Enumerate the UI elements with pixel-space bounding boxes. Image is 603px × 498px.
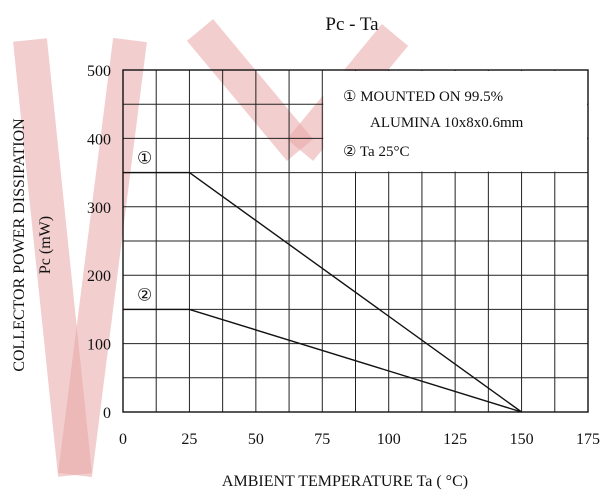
x-tick-labels: 0 25 50 75 100 125 150 175 bbox=[119, 431, 600, 448]
series-marker-1: ① bbox=[137, 149, 152, 168]
legend-line-1: ① MOUNTED ON 99.5% bbox=[343, 89, 503, 105]
series-lines bbox=[123, 171, 522, 413]
series-line-2 bbox=[123, 308, 522, 413]
series-marker-2: ② bbox=[137, 285, 152, 304]
y-axis-label-line-2: Pc (mW) bbox=[37, 216, 54, 274]
legend-box bbox=[323, 71, 587, 172]
y-tick-label: 100 bbox=[87, 337, 111, 354]
x-tick-label: 75 bbox=[314, 431, 330, 448]
watermark bbox=[13, 19, 409, 478]
x-tick-label: 0 bbox=[119, 431, 127, 448]
y-axis-label-line-1: COLLECTOR POWER DISSIPATION bbox=[11, 118, 28, 372]
legend-line-3: ② Ta 25°C bbox=[343, 144, 409, 160]
y-tick-labels: 0 100 200 300 400 500 bbox=[87, 63, 111, 422]
plot-frame bbox=[122, 69, 589, 413]
y-tick-label: 0 bbox=[103, 405, 111, 422]
legend-line-2: ALUMINA 10x8x0.6mm bbox=[370, 115, 524, 131]
series-line-1 bbox=[123, 171, 522, 413]
series-markers: ①② bbox=[137, 149, 152, 305]
x-tick-label: 25 bbox=[181, 431, 197, 448]
y-tick-label: 300 bbox=[87, 200, 111, 217]
x-axis-label: AMBIENT TEMPERATURE Ta ( °C) bbox=[222, 473, 468, 490]
y-tick-label: 200 bbox=[87, 268, 111, 285]
x-tick-label: 175 bbox=[576, 431, 600, 448]
x-tick-label: 150 bbox=[510, 431, 534, 448]
y-tick-label: 400 bbox=[87, 131, 111, 148]
x-tick-label: 100 bbox=[377, 431, 401, 448]
chart-title: Pc - Ta bbox=[325, 14, 379, 35]
x-tick-label: 50 bbox=[248, 431, 264, 448]
x-tick-label: 125 bbox=[443, 431, 467, 448]
y-tick-label: 500 bbox=[87, 63, 111, 80]
